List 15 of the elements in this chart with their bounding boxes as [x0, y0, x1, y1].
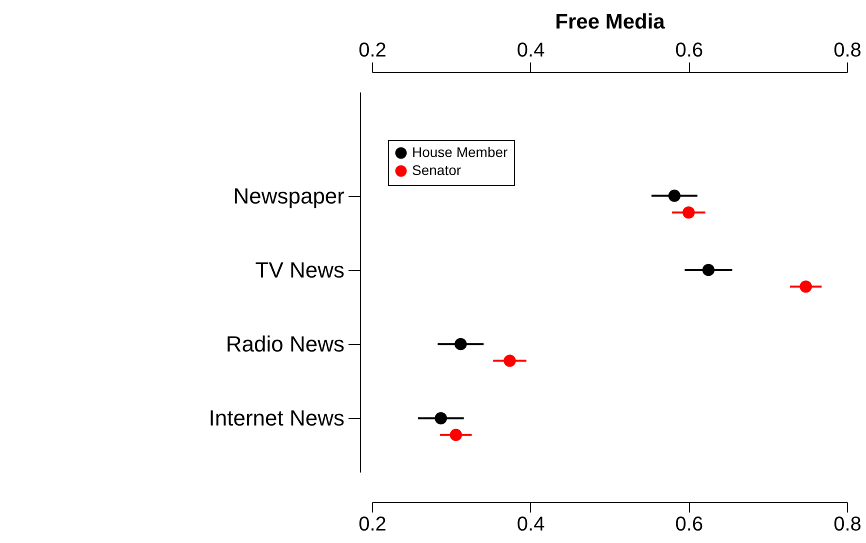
x2-tick-label: 0.6 — [675, 40, 704, 62]
x2-tick-label: 0.2 — [358, 40, 386, 62]
y-tick-label: Newspaper — [233, 183, 344, 208]
x-tick-label: 0.2 — [358, 514, 386, 536]
legend-label: Senator — [412, 162, 462, 178]
x-tick-label: 0.8 — [834, 514, 862, 536]
x-tick-label: 0.6 — [675, 514, 704, 536]
chart-title: Free Media — [555, 10, 666, 34]
y-tick-label: Radio News — [226, 332, 344, 357]
x2-tick-label: 0.4 — [516, 40, 545, 62]
x2-tick-label: 0.8 — [834, 40, 862, 62]
legend-label: House Member — [412, 144, 508, 160]
y-tick-label: TV News — [255, 257, 344, 282]
x-tick-label: 0.4 — [516, 514, 545, 536]
y-tick-label: Internet News — [208, 406, 344, 431]
